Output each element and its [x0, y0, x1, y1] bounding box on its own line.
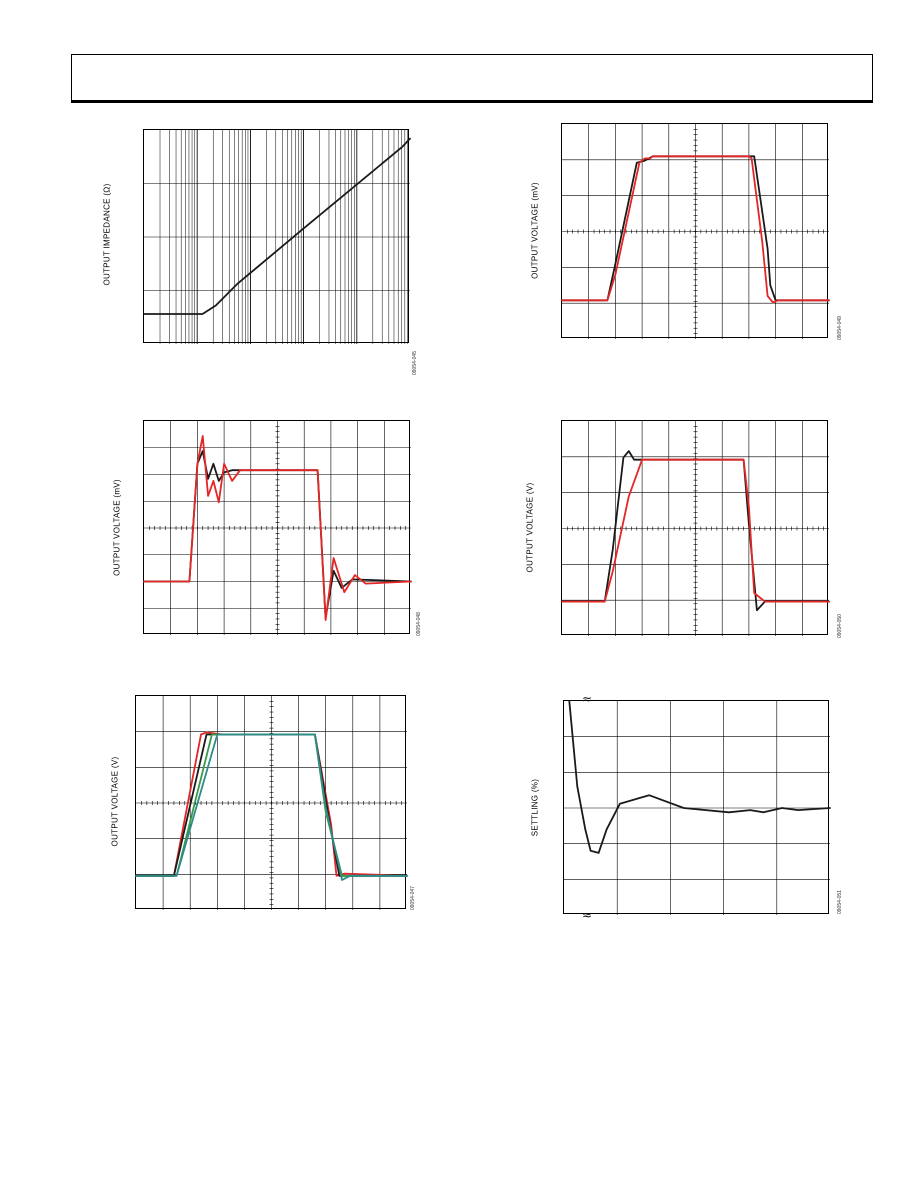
y-axis-label: OUTPUT VOLTAGE (mV) — [530, 182, 540, 279]
y-axis-label: OUTPUT VOLTAGE (V) — [525, 482, 535, 573]
chart-svg — [561, 124, 830, 339]
chart-svg — [561, 421, 830, 636]
chart-svg — [143, 130, 411, 344]
chart-svg — [143, 421, 412, 635]
chart-settling — [563, 700, 831, 915]
figure-id: 09054-049 — [837, 316, 843, 340]
figure-id: 09054-050 — [837, 614, 843, 638]
figure-id: 09054-051 — [837, 890, 843, 914]
series-line-red — [561, 458, 830, 603]
series-line-red — [143, 435, 412, 621]
figure-id: 09054-048 — [416, 612, 422, 636]
axis-break-top: ≈ — [582, 692, 593, 706]
y-axis-label: OUTPUT VOLTAGE (mV) — [112, 479, 122, 576]
figure-id: 09054-047 — [410, 886, 416, 910]
axis-break-bottom: ≈ — [582, 908, 593, 922]
chart-output-voltage-v-a — [561, 420, 830, 636]
y-axis-label: OUTPUT IMPEDANCE (Ω) — [102, 183, 112, 286]
series-line-black — [143, 137, 411, 315]
chart-output-voltage-mv-a — [561, 123, 830, 339]
series-line-teal — [135, 733, 408, 881]
series-line-black — [568, 700, 831, 854]
chart-output-impedance — [143, 129, 411, 344]
chart-svg — [564, 700, 831, 915]
figure-id: 09054-045 — [412, 351, 418, 375]
series-line-black — [561, 450, 830, 612]
chart-output-voltage-v-b — [135, 695, 408, 910]
series-line-red — [561, 155, 830, 304]
y-axis-label: SETTLING (%) — [530, 778, 540, 837]
series-line-black — [143, 450, 412, 619]
page-header-box — [71, 54, 873, 103]
chart-output-voltage-mv-b — [143, 420, 412, 635]
y-axis-label: OUTPUT VOLTAGE (V) — [110, 756, 120, 847]
chart-svg — [135, 696, 408, 910]
